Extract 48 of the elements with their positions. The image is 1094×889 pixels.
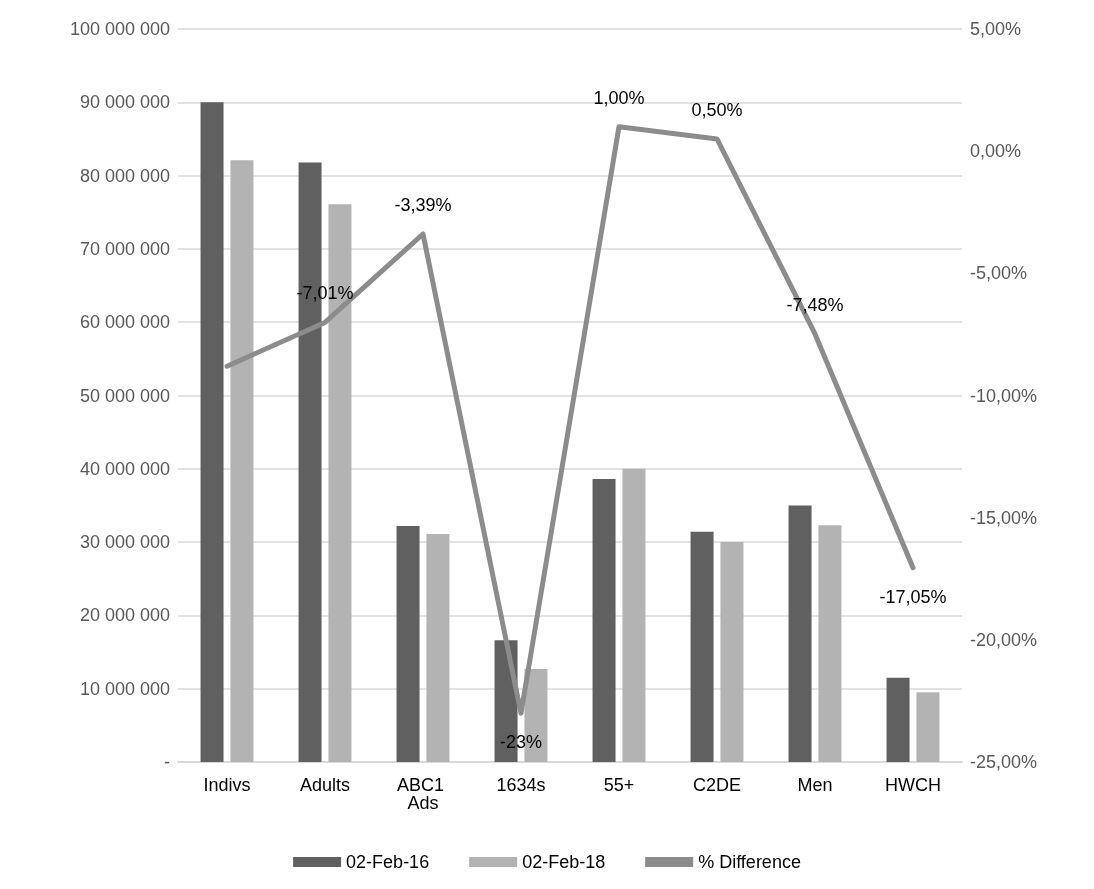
y2-tick-label: -20,00%: [970, 629, 1038, 650]
x-tick-label: Men: [797, 775, 833, 795]
bar: [622, 468, 646, 762]
bar: [592, 479, 616, 762]
y-tick-label: 50 000 000: [79, 385, 170, 406]
y-tick-label: -: [164, 752, 170, 772]
y2-tick-label: -10,00%: [970, 385, 1038, 406]
bar: [426, 534, 450, 762]
x-tick-label: Adults: [299, 775, 351, 795]
x-tick-label: HWCH: [885, 775, 941, 795]
bar: [396, 525, 420, 762]
y2-tick-label: -15,00%: [970, 507, 1038, 528]
bar: [916, 692, 940, 762]
x-tick-label: 1634s: [496, 775, 546, 795]
bar: [200, 102, 224, 762]
y-tick-label: 90 000 000: [79, 92, 170, 113]
bar: [690, 531, 714, 762]
data-label: -7,48%: [786, 294, 844, 315]
x-tick-label: ABC1 Ads: [396, 775, 450, 813]
bar: [818, 525, 842, 762]
bar: [886, 677, 910, 762]
data-label: -17,05%: [879, 586, 947, 607]
y2-tick-label: -25,00%: [970, 752, 1038, 772]
data-label: -23%: [499, 732, 543, 753]
data-label: -3,39%: [394, 195, 452, 215]
x-tick-label: 55+: [603, 775, 635, 795]
y-tick-label: 70 000 000: [79, 238, 170, 259]
x-tick-label: Indivs: [203, 775, 251, 795]
y-tick-label: 40 000 000: [79, 458, 170, 479]
data-label: -7,01%: [296, 283, 354, 304]
bar: [720, 542, 744, 762]
y2-tick-label: 5,00%: [970, 19, 1022, 39]
bar: [788, 505, 812, 762]
y-tick-label: 10 000 000: [79, 678, 170, 699]
y-tick-label: 20 000 000: [79, 605, 170, 626]
data-label: 0,50%: [691, 99, 743, 120]
y-tick-label: 80 000 000: [79, 165, 170, 186]
y2-tick-label: -5,00%: [970, 263, 1028, 284]
data-label: 1,00%: [593, 87, 645, 108]
y2-tick-label: 0,00%: [970, 141, 1022, 162]
x-tick-label: C2DE: [692, 775, 742, 795]
legend-label: 02-Feb-18: [522, 852, 606, 872]
bar: [230, 160, 254, 762]
y-tick-label: 30 000 000: [79, 532, 170, 553]
y-tick-label: 60 000 000: [79, 312, 170, 333]
legend-label: % Difference: [698, 852, 801, 872]
legend-label: 02-Feb-16: [346, 852, 430, 872]
y-tick-label: 100 000 000: [69, 19, 170, 39]
